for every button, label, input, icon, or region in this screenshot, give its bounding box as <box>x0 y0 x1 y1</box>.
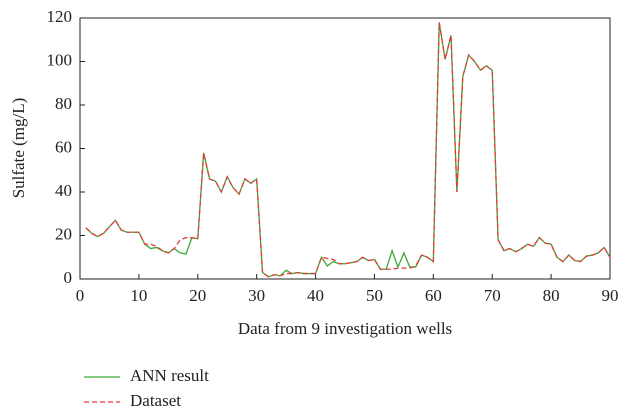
y-tick-label: 100 <box>47 50 73 69</box>
x-tick-label: 70 <box>484 286 501 305</box>
series-line <box>85 22 611 278</box>
y-tick-label: 120 <box>47 7 73 26</box>
x-tick-label: 50 <box>366 286 383 305</box>
x-tick-label: 20 <box>189 286 206 305</box>
legend-label: ANN result <box>130 366 209 385</box>
y-tick-label: 60 <box>55 137 72 156</box>
series-line <box>85 22 611 278</box>
y-tick-label: 80 <box>55 94 72 113</box>
x-tick-label: 80 <box>543 286 560 305</box>
x-tick-label: 40 <box>307 286 324 305</box>
y-axis-label: Sulfate (mg/L) <box>9 98 28 199</box>
x-tick-label: 90 <box>602 286 619 305</box>
x-tick-label: 10 <box>130 286 147 305</box>
legend-label: Dataset <box>130 391 181 410</box>
x-tick-label: 60 <box>425 286 442 305</box>
x-axis-label: Data from 9 investigation wells <box>238 319 452 338</box>
y-tick-label: 0 <box>64 268 73 287</box>
x-tick-label: 0 <box>76 286 85 305</box>
plot-frame <box>79 17 611 280</box>
y-tick-label: 40 <box>55 181 72 200</box>
y-tick-label: 20 <box>55 224 72 243</box>
x-tick-label: 30 <box>248 286 265 305</box>
